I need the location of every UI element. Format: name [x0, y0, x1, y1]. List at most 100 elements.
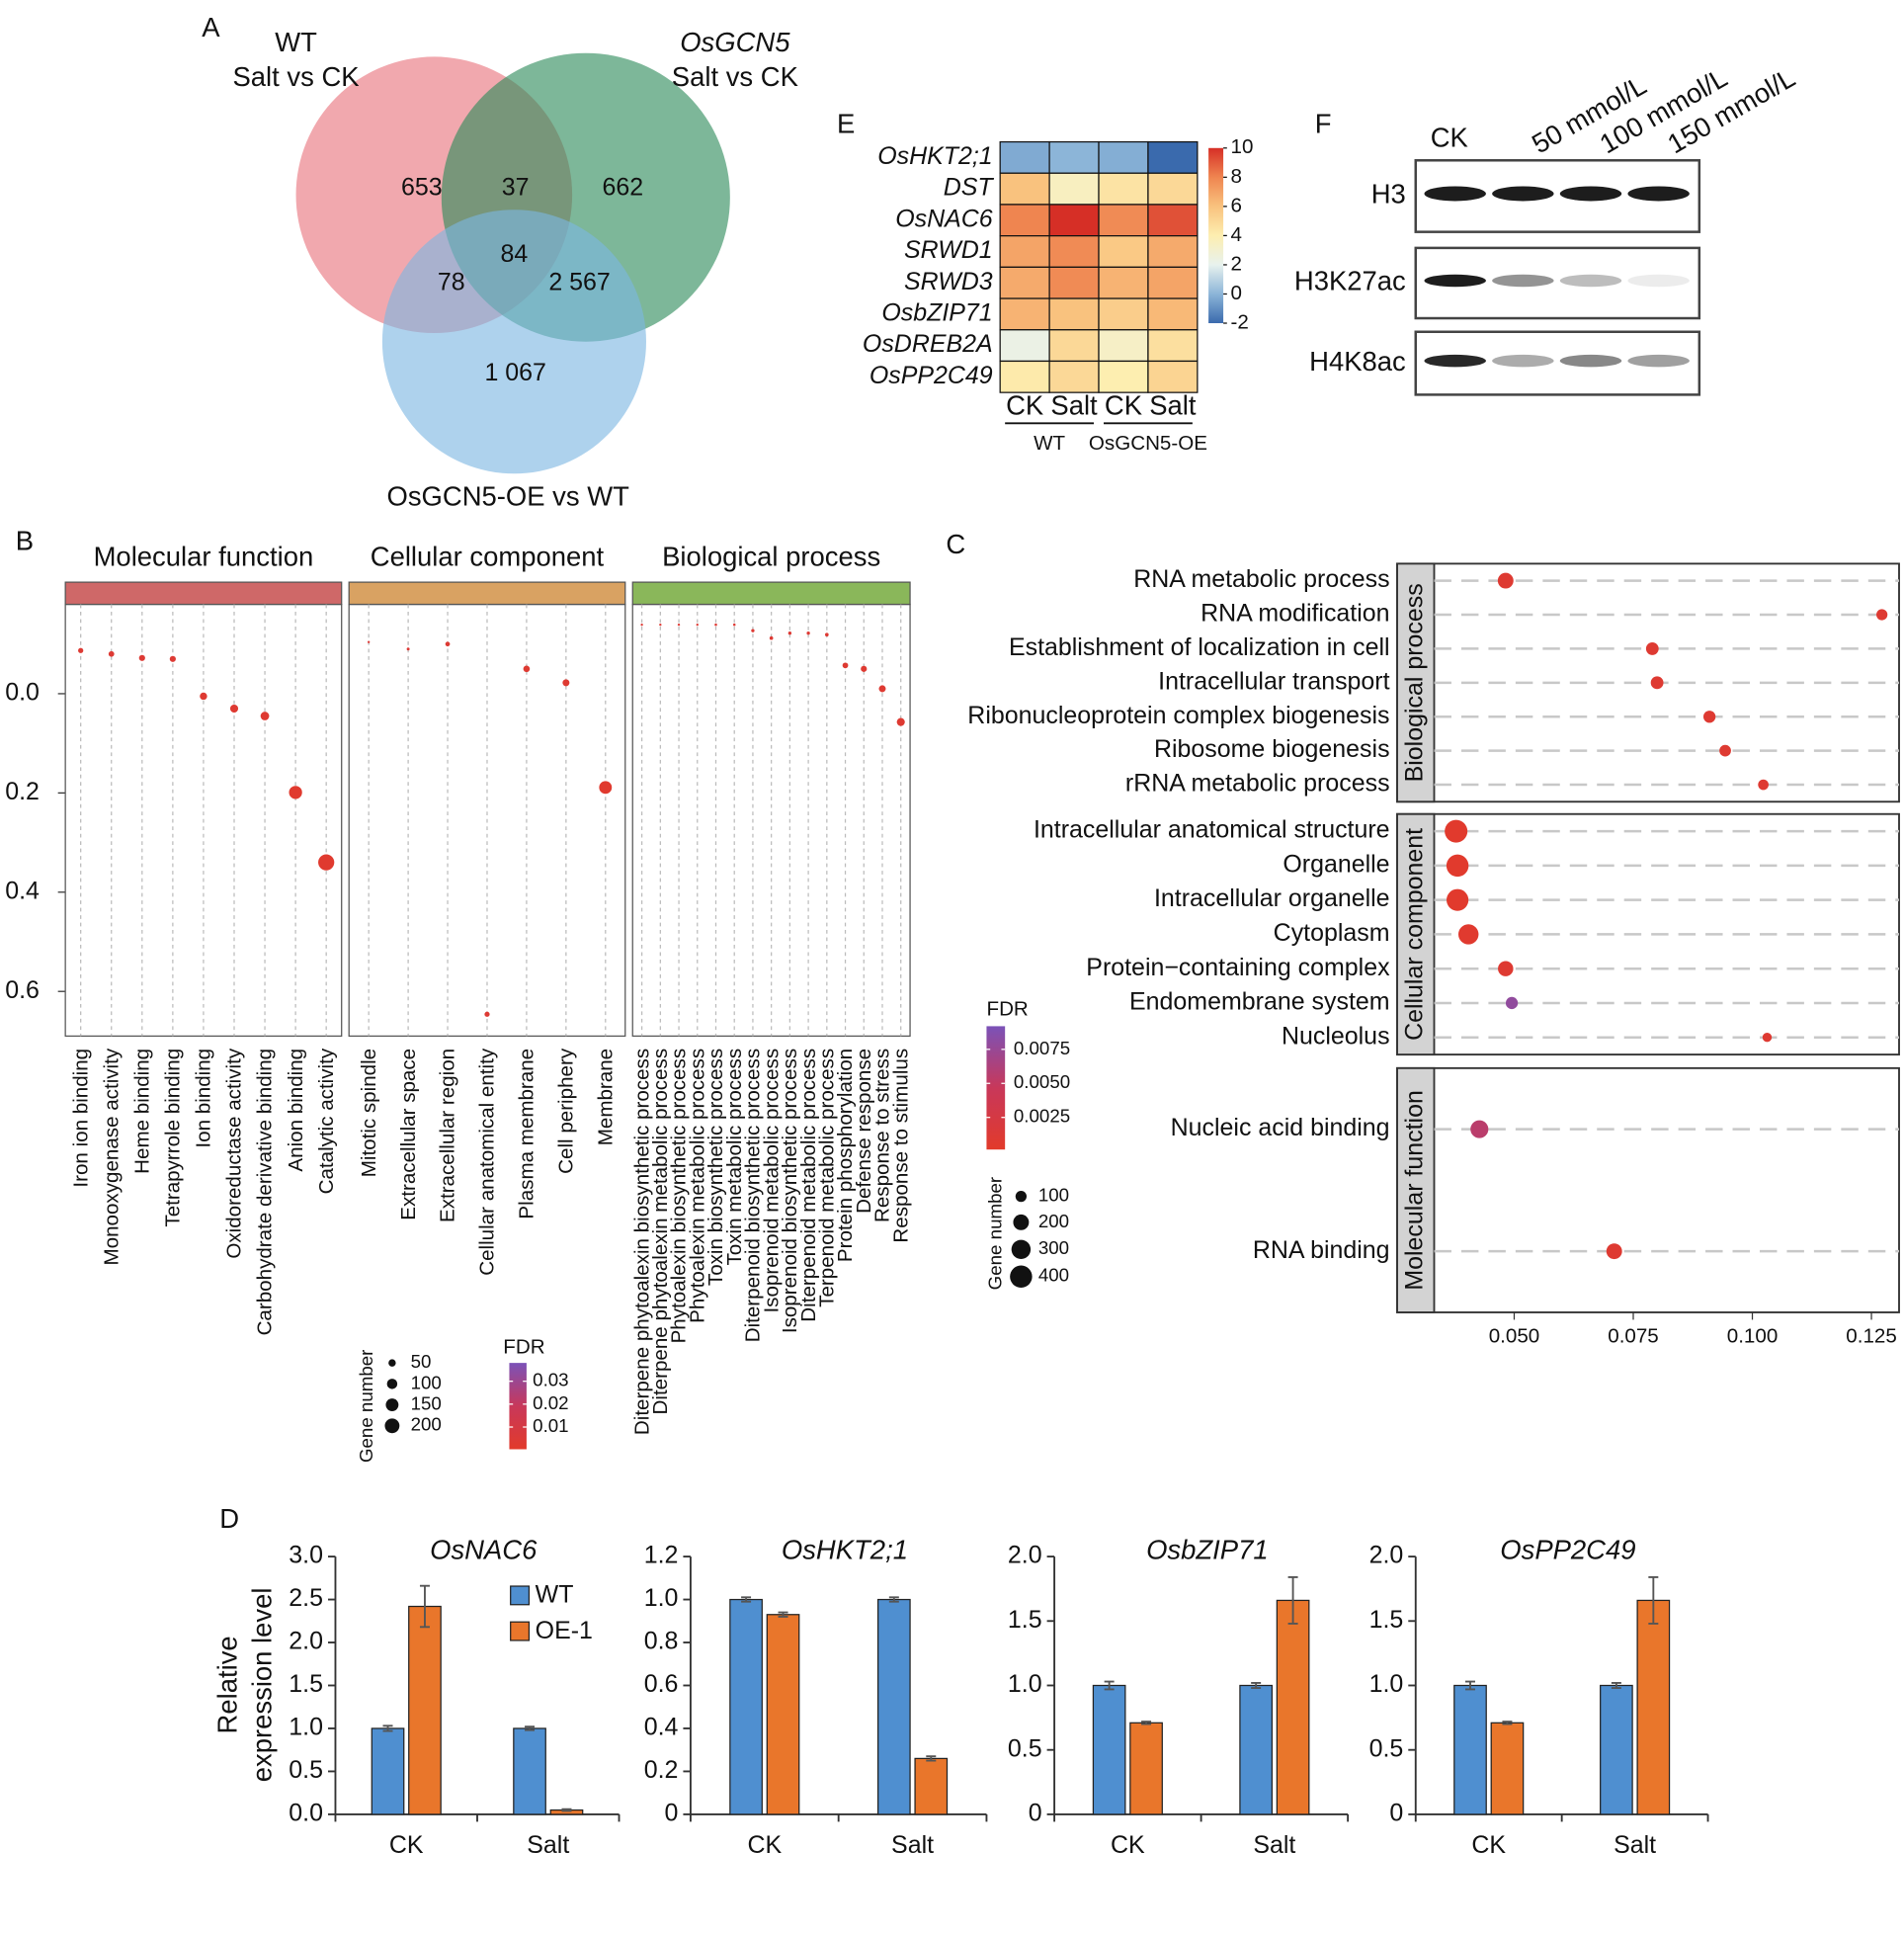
facet-strip	[64, 581, 343, 606]
facet-strip	[1396, 1066, 1436, 1313]
error-bar	[382, 1724, 393, 1732]
row-label: OsHKT2;1	[877, 142, 992, 170]
y-tick-label: 1.0	[1369, 1670, 1404, 1698]
dot	[484, 1011, 490, 1017]
y-tick-label: Intracellular transport	[1158, 667, 1389, 695]
x-tick-label: Carbohydrate derivative binding	[254, 1049, 277, 1336]
region-count: 653	[401, 174, 443, 202]
legend-title: FDR	[987, 998, 1029, 1021]
dot	[1498, 961, 1514, 976]
dot	[1719, 744, 1731, 757]
colorbar	[509, 1363, 527, 1450]
dot	[289, 786, 302, 799]
x-tick-label: CK	[389, 1831, 424, 1859]
region-count: 662	[602, 174, 643, 202]
legend-title: Gene number	[984, 1177, 1005, 1290]
facet-title: Cellular component	[371, 542, 605, 572]
dot	[659, 623, 662, 627]
bar	[1636, 1599, 1671, 1815]
column-label: Salt	[1149, 389, 1197, 420]
heat-cell	[1048, 204, 1100, 237]
heat-cell	[1147, 266, 1199, 299]
heat-cell	[1147, 329, 1199, 363]
dot	[861, 665, 868, 672]
panel-label: E	[837, 109, 855, 139]
dot	[78, 647, 84, 653]
x-tick-label: Diterpenoid metabolic process	[797, 1049, 820, 1322]
dot	[108, 650, 115, 657]
facet-strip	[1396, 812, 1436, 1056]
facet-strip	[631, 581, 911, 606]
dot	[1702, 711, 1716, 723]
heat-cell	[1098, 140, 1149, 174]
heat-cell	[999, 297, 1050, 331]
dot	[1876, 609, 1888, 621]
chart-title: OsHKT2;1	[782, 1534, 908, 1564]
size-key-label: 50	[411, 1351, 432, 1372]
bar	[408, 1605, 442, 1815]
error-bar	[561, 1808, 572, 1812]
facet-strip	[1396, 562, 1436, 803]
legend-title: Gene number	[356, 1350, 376, 1463]
x-tick-label: Salt	[527, 1831, 569, 1859]
heat-cell	[1098, 297, 1149, 331]
dot	[1762, 1033, 1773, 1043]
dot	[1645, 642, 1659, 655]
y-tick-label: 2.0	[289, 1628, 323, 1655]
x-tick-label: Extracellular space	[397, 1049, 420, 1220]
y-tick-label: 1.0	[644, 1584, 679, 1612]
dot	[806, 631, 810, 635]
group-label: OsGCN5-OE	[1089, 432, 1207, 455]
dot	[1470, 1120, 1489, 1138]
error-bar	[1465, 1680, 1475, 1691]
dot	[769, 635, 774, 640]
x-tick-label: Response to stress	[871, 1049, 894, 1222]
colorbar	[1208, 147, 1224, 324]
dot	[1457, 924, 1479, 945]
band	[1559, 274, 1622, 288]
y-tick-label: RNA modification	[1200, 600, 1389, 628]
heat-cell	[1098, 172, 1149, 206]
heat-cell	[1048, 360, 1100, 393]
bar	[1490, 1722, 1525, 1815]
row-label: OsPP2C49	[869, 362, 993, 389]
y-tick-label: Intracellular anatomical structure	[1034, 816, 1390, 844]
heat-cell	[1048, 266, 1100, 299]
bar	[513, 1727, 546, 1815]
set-label: Salt vs CK	[672, 61, 798, 92]
y-axis-title: expression level	[246, 1587, 277, 1782]
dot	[367, 640, 371, 643]
y-tick-label: 0.8	[644, 1628, 679, 1655]
colorbar-label: -2	[1231, 310, 1249, 333]
x-tick-label: Isoprenoid biosynthetic process	[779, 1049, 801, 1333]
error-bar	[1251, 1681, 1262, 1690]
y-tick-label: Cytoplasm	[1274, 919, 1390, 947]
row-label: H4K8ac	[1309, 346, 1406, 377]
size-key-label: 200	[1038, 1211, 1069, 1231]
dot	[677, 623, 681, 627]
set-label: OsGCN5-OE vs WT	[386, 480, 629, 511]
legend-label: WT	[536, 1581, 574, 1609]
legend-swatch	[510, 1585, 531, 1606]
x-tick-label: 0.050	[1489, 1324, 1540, 1347]
y-tick-label: 0.5	[1008, 1734, 1042, 1762]
size-key-label: 150	[411, 1392, 442, 1413]
y-tick-label: 2.0	[1369, 1542, 1404, 1569]
size-key	[1011, 1239, 1032, 1260]
dot	[138, 654, 145, 661]
heat-cell	[999, 140, 1050, 174]
band	[1559, 354, 1622, 368]
heat-cell	[999, 204, 1050, 237]
x-tick-label: Membrane	[594, 1049, 617, 1145]
band	[1424, 274, 1486, 288]
band	[1627, 354, 1690, 368]
dot	[562, 679, 570, 687]
y-tick-label: Establishment of localization in cell	[1009, 633, 1390, 661]
colorbar-label: 0.03	[533, 1370, 568, 1390]
y-tick-label: 2.5	[289, 1584, 323, 1612]
colorbar-label: 0.02	[533, 1392, 568, 1413]
error-bar	[1287, 1576, 1298, 1625]
dot	[229, 704, 239, 714]
y-tick-label: Ribonucleoprotein complex biogenesis	[967, 702, 1389, 729]
